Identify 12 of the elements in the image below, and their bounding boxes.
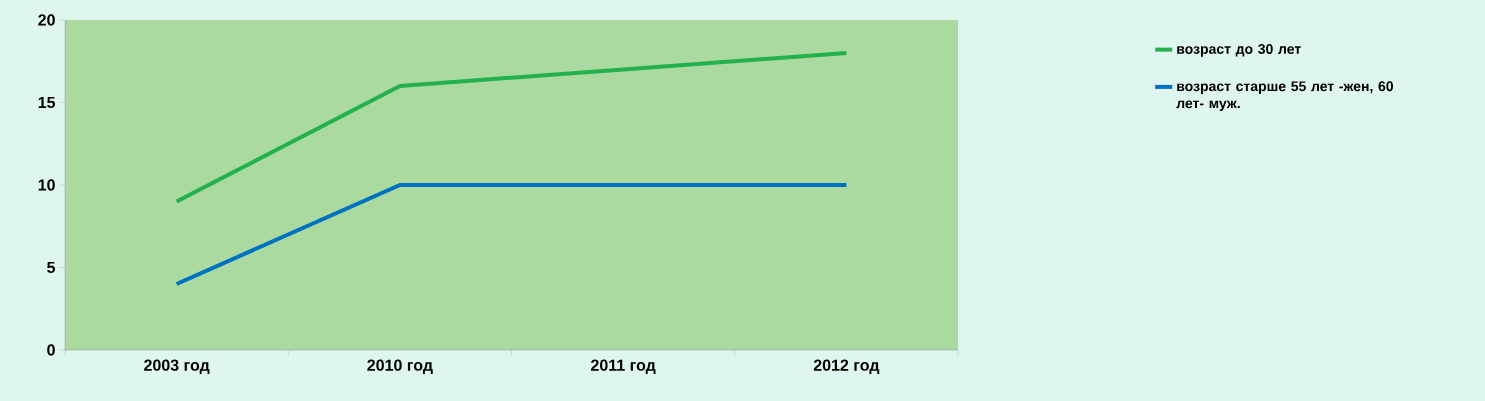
line-series bbox=[174, 50, 849, 204]
y-tick-label: 5 bbox=[47, 261, 56, 274]
y-tick-label: 20 bbox=[38, 14, 55, 26]
x-tick-label: 2012 год bbox=[813, 359, 880, 374]
x-tick-label: 2003 год bbox=[144, 359, 210, 374]
legend-label: возраст старше 55 лет -жен, 60 лет- муж. bbox=[1176, 81, 1394, 111]
legend-label: возраст до 30 лет bbox=[1177, 43, 1301, 57]
y-tick-label: 15 bbox=[38, 96, 56, 109]
x-tick-label: 2011 год bbox=[591, 359, 656, 374]
y-tick-label: 0 bbox=[47, 344, 55, 356]
y-tick-label: 10 bbox=[38, 179, 55, 191]
x-tick-label: 2010 год bbox=[367, 359, 433, 374]
